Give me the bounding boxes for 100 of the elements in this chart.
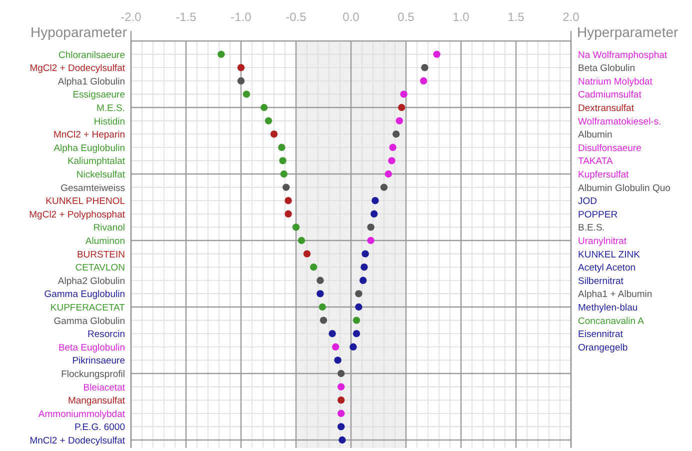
y-tick-label: Gamma Globulin <box>54 316 125 327</box>
y2-tick-label: Kupfersulfat <box>578 170 630 180</box>
y2-tick-label: Dextransulfat <box>578 103 634 114</box>
y-tick-label: Ammoniummolybdat <box>38 408 126 420</box>
point <box>237 77 245 84</box>
point <box>380 184 388 191</box>
y-tick-label: M.E.S. <box>96 103 125 114</box>
point <box>338 423 345 430</box>
y-tick-label: MgCl2 + Dodecylsulfat <box>30 63 126 74</box>
y2-tick-label: JOD <box>578 196 598 208</box>
y2-tick-label: Acetyl Aceton <box>578 262 636 274</box>
point <box>421 64 428 72</box>
x-tick-label: 0.0 <box>342 10 360 24</box>
y2-tick-label: Albumin Globulin Quo <box>578 182 670 194</box>
point <box>370 210 378 218</box>
y-tick-label: Pikrinsaeure <box>72 356 125 367</box>
point <box>389 144 396 151</box>
y-tick-label: Essigsaeure <box>72 90 125 101</box>
point <box>355 290 362 298</box>
y-tick-label: Kaliumphtalat <box>67 156 126 168</box>
point <box>292 224 300 231</box>
y2-tick-label: Beta Globulin <box>578 63 636 74</box>
y-tick-label: Beta Euglobulin <box>58 342 125 354</box>
y2-tick-label: Concanavalin A <box>578 316 645 327</box>
point <box>280 170 288 178</box>
point <box>298 236 306 244</box>
point <box>278 144 286 151</box>
y-tick-label: Bleiacetat <box>83 382 126 394</box>
point <box>310 264 318 271</box>
point <box>303 250 311 258</box>
y-tick-label: Aluminon <box>85 236 125 247</box>
y2-tick-label: Na Wolframphosphat <box>578 50 668 61</box>
y-tick-label: Nickelsulfat <box>76 170 126 180</box>
y-tick-label: Histidin <box>94 116 125 128</box>
point <box>328 330 336 338</box>
point <box>338 410 345 417</box>
x-tick-label: -0.5 <box>286 10 307 24</box>
y-tick-label: MnCl2 + Dodecylsulfat <box>30 436 126 446</box>
y2-tick-label: KUNKEL ZINK <box>578 249 641 260</box>
point <box>362 250 369 258</box>
y2-tick-label: Uranylnitrat <box>578 236 627 247</box>
point <box>352 330 360 338</box>
point <box>237 64 245 72</box>
point <box>338 436 346 444</box>
text: Hypoparameter <box>30 24 128 40</box>
y-tick-label: Alpha Euglobulin <box>54 142 125 154</box>
point <box>264 117 272 124</box>
point <box>338 370 345 378</box>
y2-tick-label: Orangegelb <box>578 342 628 354</box>
x-tick-label: 0.5 <box>398 10 415 24</box>
point <box>398 104 406 112</box>
y2-tick-label: Cadmiumsulfat <box>578 90 642 101</box>
point <box>242 90 250 98</box>
point <box>320 316 328 324</box>
y2-tick-label: TAKATA <box>578 156 614 168</box>
y-tick-label: KUNKEL PHENOL <box>46 196 125 208</box>
y-tick-label: Mangansulfat <box>68 396 126 407</box>
point <box>316 276 324 284</box>
point <box>396 117 403 124</box>
y2-tick-label: Albumin <box>578 130 612 141</box>
point <box>360 276 367 284</box>
point <box>279 157 286 164</box>
point <box>360 264 368 271</box>
point <box>400 90 408 98</box>
y-tick-label: BURSTEIN <box>76 249 126 260</box>
point <box>352 316 360 324</box>
point <box>355 303 362 311</box>
y-tick-label: MnCl2 + Heparin <box>53 130 125 141</box>
x-tick-label: 1.0 <box>452 10 470 24</box>
point <box>282 184 290 191</box>
y2-tick-label: Silbernitrat <box>578 276 624 287</box>
point <box>388 157 396 164</box>
y2-tick-label: Disulfonsaeure <box>578 142 642 154</box>
y-tick-label: Alpha1 Globulin <box>58 76 125 88</box>
point <box>284 210 292 218</box>
y-tick-label: Chloranilsaeure <box>58 50 125 61</box>
y-tick-label: Flockungsprofil <box>61 369 125 380</box>
y-tick-label: MgCl2 + Polyphosphat <box>29 209 126 220</box>
y2-tick-label: Methylen-blau <box>578 302 638 314</box>
point <box>332 343 340 350</box>
point <box>420 77 428 84</box>
y-tick-label: KUPFERACETAT <box>50 302 126 314</box>
point <box>338 383 345 390</box>
point <box>334 356 342 364</box>
x-tick-label: -1.0 <box>230 10 252 24</box>
text: Hyperparameter <box>577 24 678 40</box>
y-tick-label: CETAVLON <box>75 262 126 274</box>
y-tick-label: Alpha2 Globulin <box>58 276 125 287</box>
y2-tick-label: Alpha1 + Albumin <box>578 289 652 300</box>
point <box>384 170 392 178</box>
y2-tick-label: Natrium Molybdat <box>578 76 653 88</box>
y2-tick-label: B.E.S. <box>578 222 605 234</box>
y-tick-label: Gamma Euglobulin <box>44 289 125 300</box>
y2-tick-label: POPPER <box>578 209 618 220</box>
point <box>338 396 345 404</box>
y2-tick-label: Wolframatokiesel-s. <box>578 116 662 128</box>
point <box>284 197 292 204</box>
x-tick-label: 2.0 <box>562 10 580 24</box>
y-tick-label: Rivanol <box>93 222 125 234</box>
point <box>433 50 440 58</box>
